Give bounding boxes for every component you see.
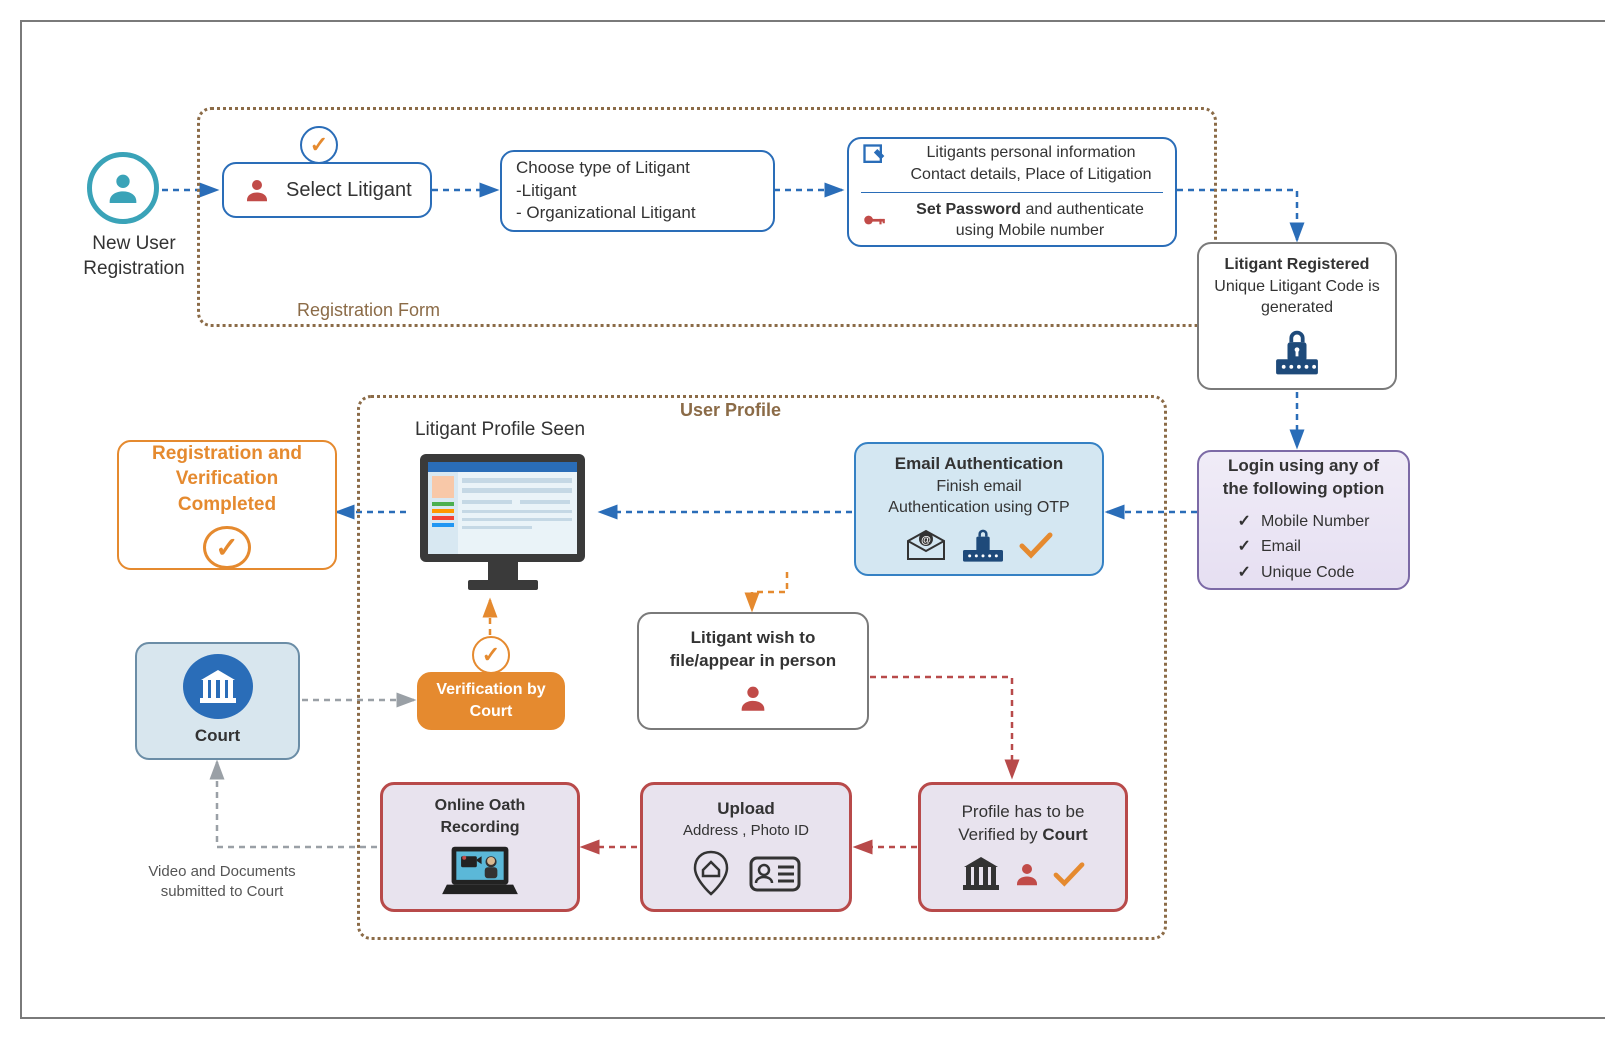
box-court: Court [135,642,300,760]
verification-by-court-label: Verification by Court [433,679,549,722]
svg-text:@: @ [921,535,931,546]
region-registration-form-label: Registration Form [297,300,440,321]
box-completed: Registration and Verification Completed … [117,440,337,570]
login-title: Login using any of the following option [1213,455,1394,501]
mail-at-icon: @ [904,527,948,563]
box-personal-info: Litigants personal information Contact d… [847,137,1177,247]
profile-verified-line2b: Court [1042,825,1087,844]
wish-label: Litigant wish to file/appear in person [653,627,853,673]
box-login: Login using any of the following option … [1197,450,1410,590]
diagram-canvas: Registration Form User Profile New User … [20,20,1605,1019]
oath-title: Online Oath Recording [397,795,563,838]
submitted-label: Video and Documents submitted to Court [132,862,312,901]
check-orange-icon [1052,860,1086,888]
court-small-icon [960,855,1002,893]
court-building-icon [183,654,253,719]
region-user-profile-label: User Profile [680,400,781,421]
person-icon-2 [1012,859,1042,889]
monitor-icon [410,446,595,601]
profile-seen-label: Litigant Profile Seen [400,418,600,443]
new-user-label: New User Registration [74,232,194,281]
box-profile-verified: Profile has to be Verified by Court [918,782,1128,912]
profile-verified-line2a: Verified by [958,825,1042,844]
select-litigant-check-icon: ✓ [300,126,338,164]
personal-info-line1: Litigants personal information [899,142,1163,164]
login-option-1: Email [1238,534,1370,560]
choose-type-item-0: -Litigant [516,180,576,203]
login-options: Mobile Number Email Unique Code [1238,509,1370,586]
upload-title: Upload [717,798,775,821]
box-litigant-registered: Litigant Registered Unique Litigant Code… [1197,242,1397,390]
check-icon [1018,530,1054,560]
box-oath: Online Oath Recording [380,782,580,912]
person-icon [242,175,272,205]
email-auth-sub: Finish email Authentication using OTP [888,476,1069,519]
laptop-video-icon [430,842,530,899]
personal-info-line2: Contact details, Place of Litigation [899,164,1163,186]
id-card-icon [748,853,802,893]
completed-label: Registration and Verification Completed [133,441,321,518]
choose-type-heading: Choose type of Litigant [516,157,690,180]
person-red-icon [736,681,770,715]
litigant-registered-title: Litigant Registered [1225,254,1370,276]
completed-check-icon: ✓ [203,526,251,570]
personal-info-set-password: Set Password [916,201,1021,218]
new-user-icon [87,152,159,224]
email-auth-title: Email Authentication [895,453,1063,476]
box-upload: Upload Address , Photo ID [640,782,852,912]
box-verification-by-court: Verification by Court [417,672,565,730]
choose-type-item-1: - Organizational Litigant [516,202,696,225]
edit-icon [861,142,889,170]
box-email-auth: Email Authentication Finish email Authen… [854,442,1104,576]
litigant-registered-sub: Unique Litigant Code is generated [1213,276,1381,319]
box-choose-type: Choose type of Litigant -Litigant - Orga… [500,150,775,232]
box-select-litigant: Select Litigant [222,162,432,218]
verification-check-icon: ✓ [472,636,510,674]
login-option-2: Unique Code [1238,560,1370,586]
lock-small-icon [958,525,1008,565]
lock-icon [1267,325,1327,378]
box-wish: Litigant wish to file/appear in person [637,612,869,730]
key-icon [861,207,887,233]
court-label: Court [195,725,240,748]
home-pin-icon [690,850,732,896]
select-litigant-label: Select Litigant [286,177,412,204]
profile-verified-line1: Profile has to be [962,801,1085,824]
login-option-0: Mobile Number [1238,509,1370,535]
upload-sub: Address , Photo ID [683,821,809,841]
